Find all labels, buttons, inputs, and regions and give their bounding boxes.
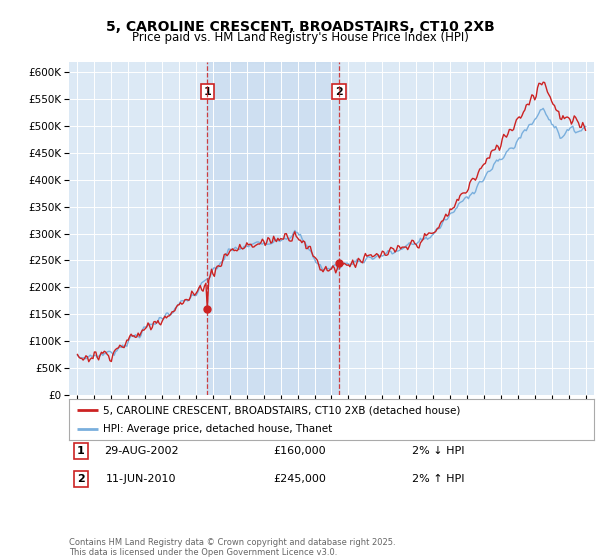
Text: £160,000: £160,000	[274, 446, 326, 456]
Text: 2: 2	[77, 474, 85, 484]
Text: 29-AUG-2002: 29-AUG-2002	[104, 446, 178, 456]
Text: 11-JUN-2010: 11-JUN-2010	[106, 474, 176, 484]
Text: Contains HM Land Registry data © Crown copyright and database right 2025.
This d: Contains HM Land Registry data © Crown c…	[69, 538, 395, 557]
Text: 2% ↑ HPI: 2% ↑ HPI	[412, 474, 464, 484]
Bar	[207, 62, 339, 395]
Text: £245,000: £245,000	[274, 474, 326, 484]
Text: 1: 1	[203, 87, 211, 96]
Text: HPI: Average price, detached house, Thanet: HPI: Average price, detached house, Than…	[103, 424, 332, 433]
Text: 1: 1	[77, 446, 85, 456]
Text: 2% ↓ HPI: 2% ↓ HPI	[412, 446, 464, 456]
Text: 5, CAROLINE CRESCENT, BROADSTAIRS, CT10 2XB: 5, CAROLINE CRESCENT, BROADSTAIRS, CT10 …	[106, 20, 494, 34]
Text: 2: 2	[335, 87, 343, 96]
Text: 5, CAROLINE CRESCENT, BROADSTAIRS, CT10 2XB (detached house): 5, CAROLINE CRESCENT, BROADSTAIRS, CT10 …	[103, 405, 461, 415]
Text: Price paid vs. HM Land Registry's House Price Index (HPI): Price paid vs. HM Land Registry's House …	[131, 31, 469, 44]
